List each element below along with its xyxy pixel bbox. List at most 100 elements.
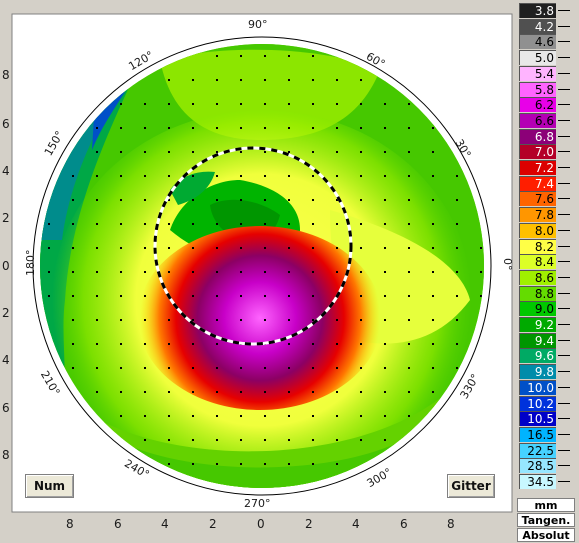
scale-row: 7.2 (519, 160, 574, 175)
grid-dot (312, 391, 314, 393)
scale-row: 7.8 (519, 207, 574, 223)
grid-dot (240, 295, 242, 297)
grid-dot (432, 343, 434, 345)
grid-dot (120, 391, 122, 393)
grid-dot (312, 55, 314, 57)
grid-dot (360, 439, 362, 441)
grid-dot (192, 391, 194, 393)
grid-dot (360, 127, 362, 129)
grid-dot (120, 175, 122, 177)
grid-dot (120, 103, 122, 105)
grid-dot (336, 271, 338, 273)
grid-dot (288, 199, 290, 201)
scale-row: 28.5 (519, 458, 574, 474)
grid-dot (432, 223, 434, 225)
grid-dot (144, 415, 146, 417)
angle-label-180: 180° (24, 250, 37, 277)
scale-swatch: 7.6 (519, 191, 556, 207)
x-tick-label: 0 (257, 517, 265, 531)
scale-row: 10.5 (519, 411, 574, 427)
grid-dot (144, 175, 146, 177)
grid-dot (336, 319, 338, 321)
grid-dot (456, 223, 458, 225)
grid-dot (264, 199, 266, 201)
grid-dot (240, 463, 242, 465)
num-button[interactable]: Num (25, 474, 74, 498)
grid-dot (192, 439, 194, 441)
grid-dot (288, 367, 290, 369)
grid-dot (48, 271, 50, 273)
grid-dot (312, 175, 314, 177)
scale-row: 8.2 (519, 238, 574, 254)
grid-dot (336, 79, 338, 81)
grid-dot (264, 79, 266, 81)
scale-tick (558, 481, 570, 482)
grid-dot (96, 151, 98, 153)
scale-swatch: 22.5 (519, 442, 556, 458)
grid-dot (144, 391, 146, 393)
grid-dot (312, 463, 314, 465)
scale-swatch: 10.2 (519, 395, 556, 411)
grid-dot (240, 223, 242, 225)
scale-tick (558, 449, 570, 451)
grid-dot (120, 319, 122, 321)
scale-row: 9.2 (519, 317, 574, 332)
grid-dot (408, 367, 410, 369)
angle-label-0: 0° (501, 258, 514, 271)
scale-tick (558, 182, 570, 184)
grid-dot (240, 367, 242, 369)
grid-dot (168, 319, 170, 321)
grid-dot (96, 223, 98, 225)
grid-dot (168, 103, 170, 105)
grid-dot (288, 319, 290, 321)
scale-row: 5.4 (519, 65, 574, 81)
grid-dot (288, 127, 290, 129)
scale-row: 6.2 (519, 97, 574, 113)
grid-dot (360, 199, 362, 201)
grid-dot (288, 223, 290, 225)
grid-dot (168, 343, 170, 345)
y-tick-label: 2 (2, 211, 10, 225)
scale-row: 8.4 (519, 254, 574, 270)
scale-swatch: 7.8 (519, 207, 556, 223)
grid-dot (192, 343, 194, 345)
grid-dot (216, 391, 218, 393)
grid-dot (264, 127, 266, 129)
grid-dot (384, 223, 386, 225)
grid-dot (336, 103, 338, 105)
grid-dot (216, 343, 218, 345)
scale-row: 8.6 (519, 269, 574, 285)
grid-dot (336, 367, 338, 369)
grid-dot (144, 439, 146, 441)
grid-dot (312, 247, 314, 249)
grid-dot (72, 175, 74, 177)
grid-dot (288, 79, 290, 81)
grid-dot (288, 55, 290, 57)
grid-dot (288, 439, 290, 441)
grid-dot (96, 367, 98, 369)
grid-dot (120, 415, 122, 417)
y-tick-label: 4 (2, 353, 10, 367)
grid-dot (456, 343, 458, 345)
scale-row: 10.2 (519, 395, 574, 411)
grid-dot (192, 295, 194, 297)
scale-mode-label[interactable]: Absolut (517, 528, 575, 542)
grid-dot (216, 127, 218, 129)
map-type-label[interactable]: Tangen. (517, 513, 575, 527)
grid-dot (408, 415, 410, 417)
grid-dot (264, 319, 266, 321)
grid-dot (360, 271, 362, 273)
grid-dot (168, 127, 170, 129)
grid-dot (240, 439, 242, 441)
grid-dot (432, 247, 434, 249)
grid-dot (168, 247, 170, 249)
grid-dot (408, 223, 410, 225)
grid-dot (168, 199, 170, 201)
grid-dot (408, 199, 410, 201)
grid-dot (144, 151, 146, 153)
grid-dot (360, 79, 362, 81)
scale-row: 6.6 (519, 112, 574, 128)
grid-dot (72, 223, 74, 225)
scale-swatch: 7.2 (519, 160, 556, 175)
gitter-button[interactable]: Gitter (447, 474, 495, 498)
